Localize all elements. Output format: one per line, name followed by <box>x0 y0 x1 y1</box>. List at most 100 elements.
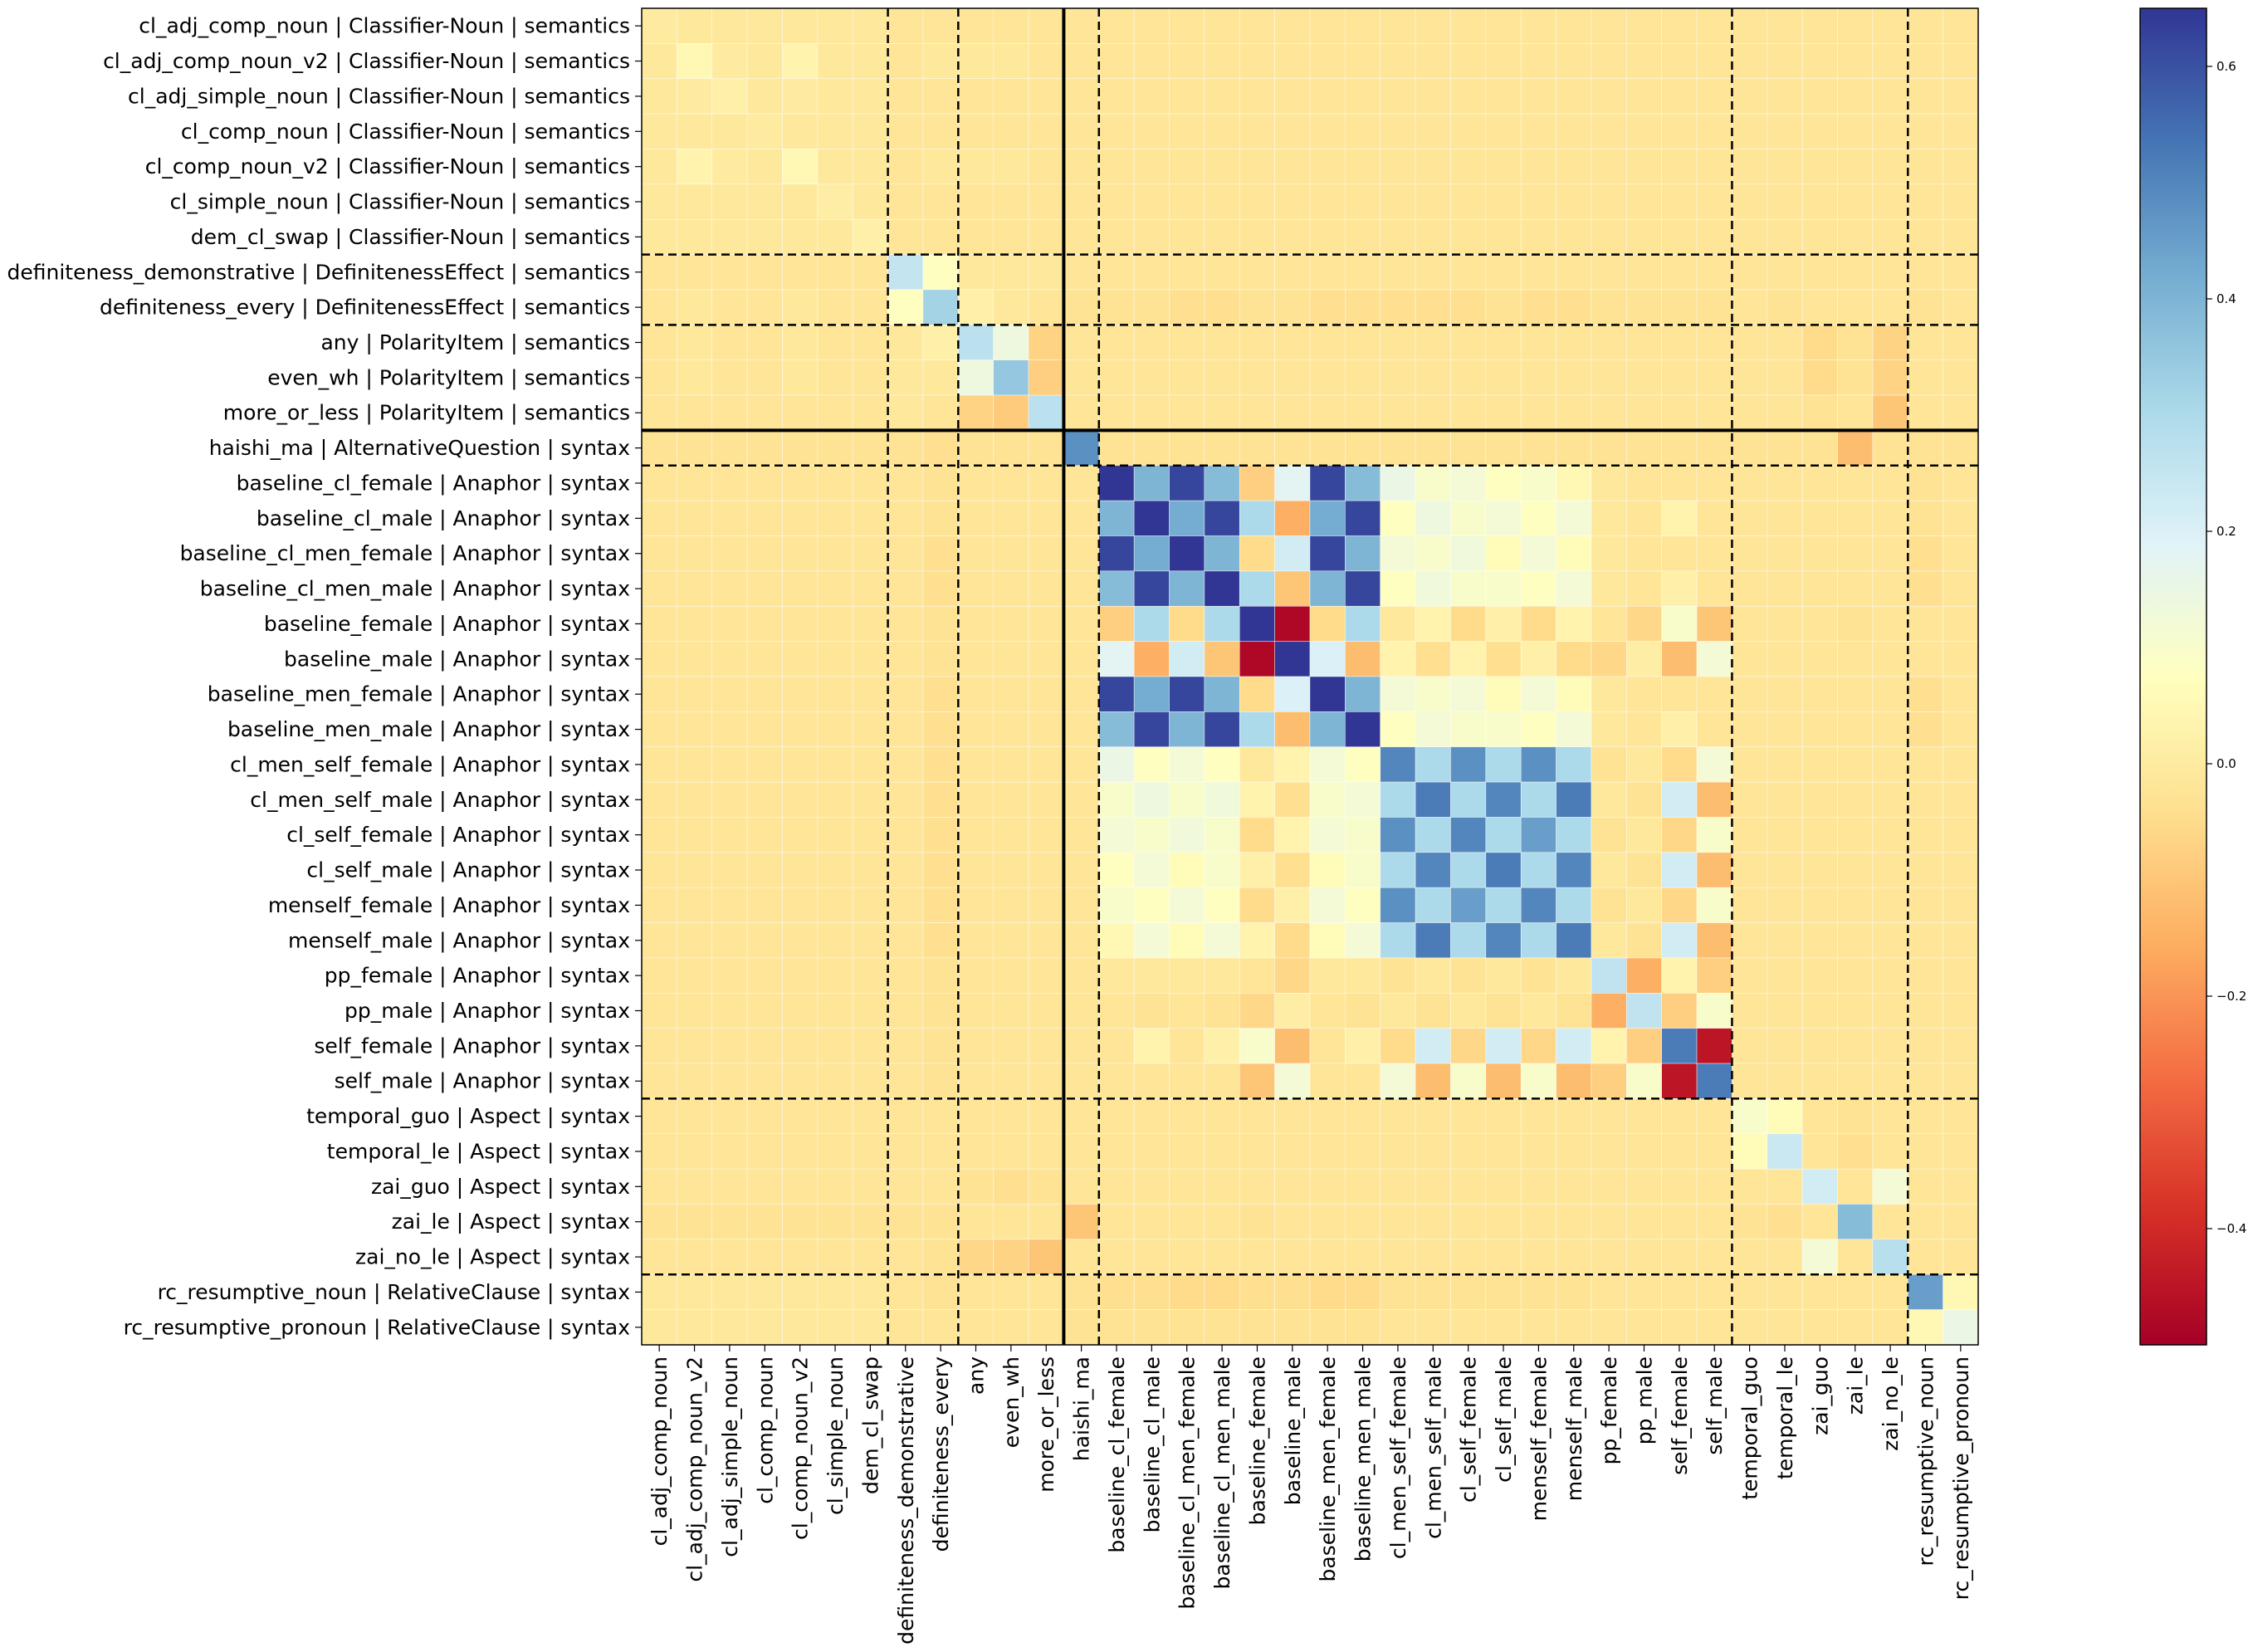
heatmap-cell <box>1591 1273 1627 1310</box>
heatmap-cell <box>1696 1063 1732 1099</box>
heatmap-cell <box>1028 1239 1064 1275</box>
heatmap-cell <box>677 1168 713 1205</box>
heatmap-cell <box>782 1098 819 1135</box>
heatmap-cell <box>746 570 783 607</box>
heatmap-cell <box>1626 359 1662 396</box>
heatmap-cell <box>1309 817 1346 853</box>
heatmap-cell <box>993 1168 1029 1205</box>
heatmap-cell <box>1309 1063 1346 1099</box>
heatmap-cell <box>711 500 748 536</box>
heatmap-cell <box>1732 852 1768 888</box>
heatmap-cell <box>1837 1063 1874 1099</box>
heatmap-cell <box>746 430 783 467</box>
heatmap-cell <box>1274 957 1311 994</box>
heatmap-cell <box>1028 887 1064 923</box>
heatmap-cell <box>852 1063 888 1099</box>
heatmap-cell <box>1450 1063 1487 1099</box>
heatmap-cell <box>993 781 1029 818</box>
heatmap-cell <box>1274 149 1311 185</box>
heatmap-cell <box>1943 465 1979 501</box>
heatmap-cell <box>641 1273 677 1310</box>
heatmap-cell <box>1626 1028 1662 1064</box>
heatmap-cell <box>1943 605 1979 642</box>
heatmap-cell <box>677 1133 713 1170</box>
heatmap-cell <box>641 676 677 712</box>
heatmap-cell <box>1556 852 1592 888</box>
heatmap-cell <box>1556 781 1592 818</box>
heatmap-cell <box>852 1204 888 1240</box>
heatmap-cell <box>1345 1063 1381 1099</box>
heatmap-cell <box>1415 817 1451 853</box>
heatmap-cell <box>1098 394 1135 431</box>
heatmap-cell <box>1591 993 1627 1029</box>
column-label: cl_men_self_female <box>1386 1356 1410 1559</box>
heatmap-cell <box>782 465 819 501</box>
heatmap-cell <box>1943 1309 1979 1346</box>
heatmap-cell <box>711 325 748 360</box>
heatmap-cell <box>852 1028 888 1064</box>
heatmap-cell <box>922 641 959 677</box>
row-label: even_wh | PolarityItem | semantics <box>267 365 630 389</box>
column-label: cl_adj_comp_noun_v2 <box>683 1356 707 1582</box>
heatmap-cell <box>1415 1133 1451 1170</box>
heatmap-cell <box>1239 43 1275 80</box>
heatmap-cell <box>1274 325 1311 360</box>
heatmap-cell <box>1380 43 1416 80</box>
heatmap-cell <box>1520 676 1556 712</box>
heatmap-cell <box>817 570 853 607</box>
heatmap-cell <box>1907 957 1943 994</box>
heatmap-cell <box>1767 113 1803 149</box>
heatmap-cell <box>746 1028 783 1064</box>
heatmap-cell <box>677 500 713 536</box>
heatmap-cell <box>993 570 1029 607</box>
heatmap-cell <box>1485 7 1522 44</box>
heatmap-cell <box>1274 218 1311 255</box>
heatmap-cell <box>1485 1273 1522 1310</box>
heatmap-cell <box>1028 1063 1064 1099</box>
heatmap-cell <box>1028 359 1064 396</box>
heatmap-cell <box>1098 500 1135 536</box>
heatmap-cell <box>1485 394 1522 431</box>
heatmap-cell <box>1767 887 1803 923</box>
column-label: cl_self_male <box>1492 1356 1516 1483</box>
heatmap-cell <box>887 430 924 467</box>
heatmap-cell <box>711 641 748 677</box>
group-dividers <box>642 8 1978 1345</box>
heatmap-cell <box>1345 1239 1381 1275</box>
heatmap-cell <box>1204 1063 1240 1099</box>
heatmap-cell <box>1309 1028 1346 1064</box>
heatmap-cell <box>1801 149 1838 185</box>
heatmap-cell <box>782 183 819 220</box>
heatmap-cell <box>993 1239 1029 1275</box>
colorbar-tick-label: −0.2 <box>2216 989 2246 1004</box>
heatmap-cell <box>1133 605 1170 642</box>
heatmap-cell <box>1204 711 1240 748</box>
heatmap-cell <box>1239 218 1275 255</box>
heatmap-cell <box>958 535 994 572</box>
heatmap-cell <box>993 78 1029 115</box>
heatmap-cell <box>1767 676 1803 712</box>
heatmap-cell <box>1028 535 1064 572</box>
heatmap-cell <box>817 325 853 360</box>
heatmap-cell <box>1872 254 1908 291</box>
heatmap-cell <box>1626 1273 1662 1310</box>
heatmap-cell <box>1907 149 1943 185</box>
heatmap-cell <box>1415 1028 1451 1064</box>
heatmap-cell <box>1380 1098 1416 1135</box>
heatmap-cell <box>1696 1239 1732 1275</box>
heatmap-cell <box>1380 781 1416 818</box>
heatmap-cell <box>1837 1133 1874 1170</box>
heatmap-cell <box>711 887 748 923</box>
heatmap-cell <box>922 852 959 888</box>
heatmap-cell <box>1098 183 1135 220</box>
heatmap-cell <box>852 149 888 185</box>
heatmap-cell <box>711 852 748 888</box>
heatmap-cell <box>1872 1133 1908 1170</box>
heatmap-cell <box>887 218 924 255</box>
heatmap-cell <box>1204 149 1240 185</box>
heatmap-cell <box>711 922 748 959</box>
heatmap-cell <box>1274 1063 1311 1099</box>
heatmap-cell <box>711 254 748 291</box>
heatmap-cell <box>1907 535 1943 572</box>
heatmap-cell <box>922 183 959 220</box>
